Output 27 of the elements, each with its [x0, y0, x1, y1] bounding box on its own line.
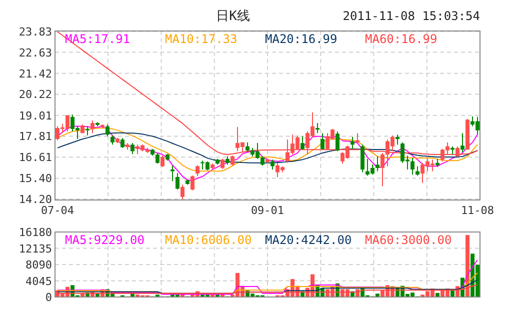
y-tick-label: 16180 — [18, 226, 52, 239]
text: MA60:16.99 — [365, 32, 438, 46]
text: MA10:17.33 — [165, 32, 238, 46]
text: MA5:17.91 — [65, 32, 130, 46]
y-tick-label: 17.81 — [18, 130, 52, 144]
y-tick-label: 19.01 — [18, 109, 52, 122]
y-tick-label: 15.40 — [18, 172, 52, 186]
chart-title: 日K线 — [216, 9, 250, 24]
chart-subtitle: 2011-11-08 15:03:54 — [342, 9, 480, 23]
y-tick-label: 23.83 — [18, 25, 52, 38]
y-tick-label: 20.22 — [18, 88, 52, 102]
x-tick-label: 09-01 — [250, 204, 284, 217]
text: MA20:16.99 — [265, 32, 338, 46]
y-tick-label: 16.61 — [18, 151, 52, 164]
x-tick-label: 07-04 — [40, 204, 74, 217]
y-tick-label: 22.63 — [18, 46, 52, 60]
y-tick-label: 14.20 — [18, 193, 52, 206]
text: MA60:3000.00 — [365, 233, 452, 247]
text: MA10:6006.00 — [165, 233, 252, 247]
text: MA5:9229.00 — [65, 233, 144, 247]
y-tick-label: 8090 — [26, 258, 52, 272]
y-tick-label: 12135 — [18, 242, 52, 256]
text: MA20:4242.00 — [265, 233, 352, 247]
y-tick-label: 21.42 — [18, 67, 52, 80]
y-tick-label: 4045 — [26, 274, 52, 288]
x-tick-label: 11-08 — [460, 204, 494, 217]
y-tick-label: 0 — [45, 291, 52, 304]
